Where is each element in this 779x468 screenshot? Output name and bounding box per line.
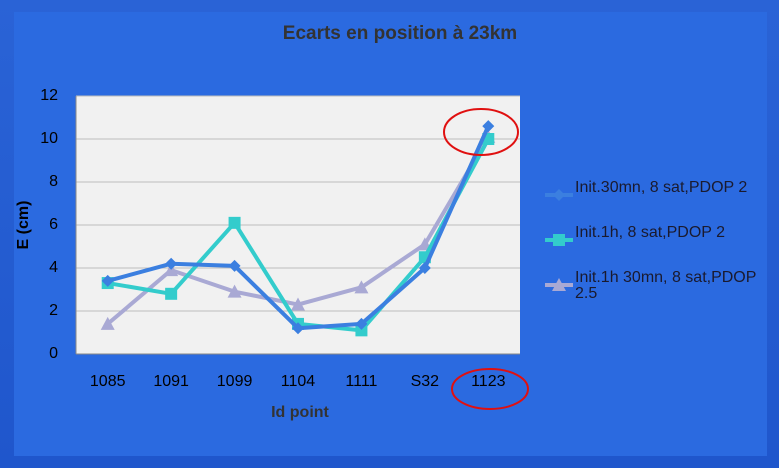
- x-tick-label: 1123: [471, 373, 506, 390]
- marker: [228, 216, 241, 229]
- marker: [553, 189, 565, 201]
- marker: [165, 287, 178, 300]
- marker: [553, 234, 565, 246]
- marker: [165, 257, 178, 270]
- marker: [418, 262, 431, 274]
- series-group: [100, 120, 496, 337]
- x-tick-label: 1091: [153, 373, 189, 390]
- y-tick-label: 6: [49, 216, 58, 233]
- x-tick-label: 1104: [281, 373, 316, 390]
- y-tick-label: 8: [49, 173, 58, 190]
- legend-label: Init.1h, 8 sat,PDOP 2: [575, 224, 726, 241]
- y-tick-label: 2: [49, 302, 58, 319]
- marker: [227, 284, 242, 298]
- y-tick-label: 12: [40, 87, 58, 104]
- marker: [292, 322, 304, 335]
- y-tick-label: 10: [40, 130, 58, 147]
- x-tick-label: 1085: [90, 373, 126, 390]
- x-tick-label: 1111: [345, 373, 377, 390]
- annotation-ellipse: [443, 108, 519, 156]
- x-axis-label: Id point: [271, 404, 329, 421]
- y-tick-label: 4: [49, 259, 58, 276]
- marker: [355, 317, 368, 330]
- marker: [291, 297, 305, 311]
- annotation-ellipse: [451, 368, 529, 410]
- y-axis-label: E (cm): [15, 201, 32, 250]
- legend-label: Init.30mn, 8 sat,PDOP 2: [575, 179, 748, 196]
- marker: [552, 278, 566, 291]
- marker: [354, 280, 369, 294]
- marker: [355, 324, 368, 337]
- marker: [228, 259, 241, 272]
- marker: [101, 274, 114, 287]
- x-tick-label: 1099: [217, 373, 253, 390]
- marker: [482, 120, 495, 133]
- chart-title: Ecarts en position à 23km: [283, 23, 517, 44]
- x-tick-label: S32: [411, 373, 440, 390]
- y-tick-label: 0: [49, 345, 58, 362]
- marker: [100, 316, 115, 330]
- legend-label: Init.1h 30mn, 8 sat,PDOP 2.5: [575, 269, 757, 302]
